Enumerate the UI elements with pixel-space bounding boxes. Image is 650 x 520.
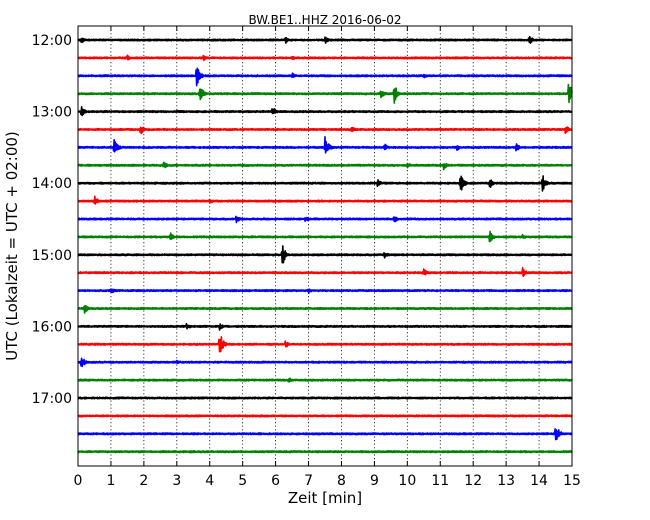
y-axis-label: UTC (Lokalzeit = UTC + 02:00) xyxy=(3,131,21,361)
x-tick-label: 1 xyxy=(106,473,115,489)
y-tick-label: 12:00 xyxy=(32,33,72,49)
seismic-trace xyxy=(77,304,573,314)
y-tick-label: 17:00 xyxy=(32,391,72,407)
seismic-trace xyxy=(77,54,573,62)
x-tick-label: 14 xyxy=(530,473,548,489)
seismic-trace xyxy=(77,396,573,400)
seismic-trace xyxy=(77,336,573,353)
seismic-trace xyxy=(77,67,573,87)
seismic-trace xyxy=(77,175,573,192)
x-tick-label: 4 xyxy=(205,473,214,489)
seismic-trace xyxy=(77,266,573,278)
seismic-trace xyxy=(77,230,573,243)
axis-ticks: 0 1 2 3 4 5 6 7 8 9 10 11 12 13 14 1512:0013:0014:0015:… xyxy=(32,26,581,489)
x-tick-label: 13 xyxy=(497,473,515,489)
y-tick-label: 16:00 xyxy=(32,319,72,335)
x-axis-label: Zeit [min] xyxy=(288,489,362,507)
seismic-trace xyxy=(77,377,573,383)
x-tick-label: 2 xyxy=(139,473,148,489)
seismic-trace xyxy=(77,245,573,264)
plot-frame xyxy=(77,25,573,467)
seismic-trace xyxy=(77,195,573,205)
x-tick-label: 3 xyxy=(172,473,181,489)
trace-lines xyxy=(77,35,573,454)
seismic-trace xyxy=(77,357,573,368)
x-tick-label: 0 xyxy=(74,473,83,489)
chart-title: BW.BE1..HHZ 2016-06-02 xyxy=(248,13,401,27)
seismic-trace xyxy=(77,35,573,44)
seismic-trace xyxy=(77,161,573,171)
x-tick-label: 10 xyxy=(398,473,416,489)
x-tick-label: 9 xyxy=(370,473,379,489)
seismic-trace xyxy=(77,414,573,418)
x-tick-label: 12 xyxy=(464,473,482,489)
x-tick-label: 15 xyxy=(563,473,581,489)
x-tick-label: 8 xyxy=(337,473,346,489)
x-tick-label: 6 xyxy=(271,473,280,489)
x-gridlines xyxy=(110,26,540,466)
x-tick-label: 5 xyxy=(238,473,247,489)
seismic-trace xyxy=(77,428,573,441)
y-tick-label: 15:00 xyxy=(32,248,72,264)
seismic-trace xyxy=(77,288,573,294)
seismic-trace xyxy=(77,126,573,135)
seismic-trace xyxy=(77,215,573,224)
seismic-trace xyxy=(77,106,573,117)
x-tick-label: 7 xyxy=(304,473,313,489)
seismic-trace xyxy=(77,136,573,154)
seismic-trace xyxy=(77,322,573,331)
seismic-trace xyxy=(77,450,573,454)
seismic-trace xyxy=(77,83,573,104)
y-tick-label: 13:00 xyxy=(32,105,72,121)
x-tick-label: 11 xyxy=(431,473,449,489)
y-tick-label: 14:00 xyxy=(32,176,72,192)
